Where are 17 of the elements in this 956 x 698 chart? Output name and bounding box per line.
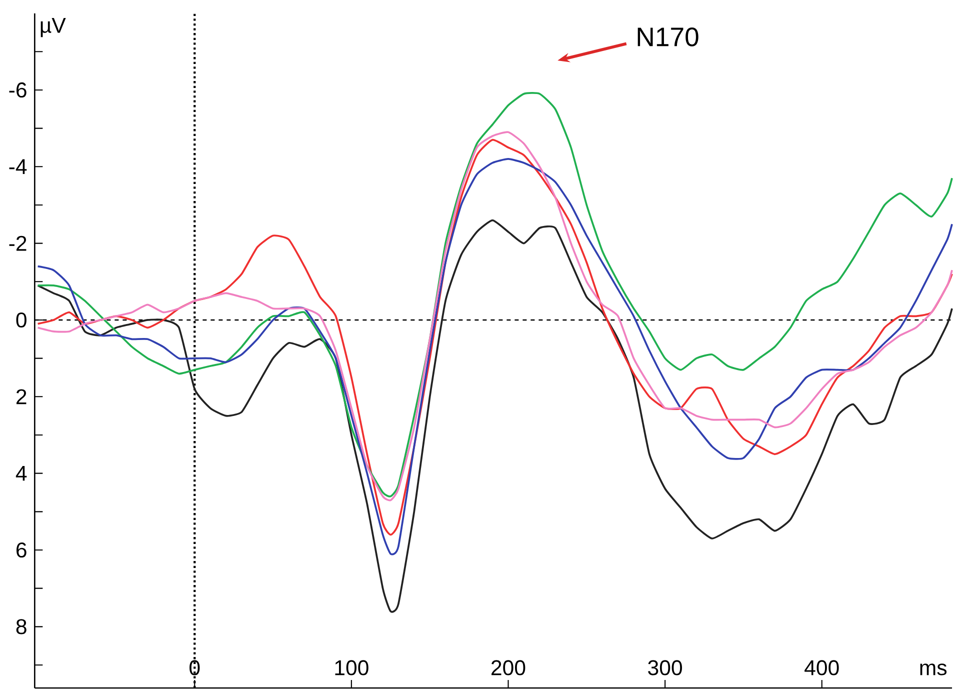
y-tick-label: 6 [16,542,26,558]
y-tick-label: 2 [16,389,26,404]
x-tick-label: 100 [335,660,368,676]
x-tick-label: 0 [190,660,200,676]
y-tick-label: 4 [16,466,27,481]
y-tick-label: -4 [9,159,27,174]
annotation: N170 [638,28,698,46]
y-tick-label: 0 [16,312,26,328]
x-tick-label: 400 [804,660,839,676]
line-series [36,219,953,613]
y-axis-title: µV [40,18,66,38]
x-tick-label: 300 [648,660,682,676]
x-tick-label: 200 [492,660,526,676]
y-tick-label: 8 [16,619,26,634]
x-axis-title: ms [920,664,947,676]
y-tick-label: -2 [9,236,26,251]
y-tick-label: -6 [9,82,26,98]
